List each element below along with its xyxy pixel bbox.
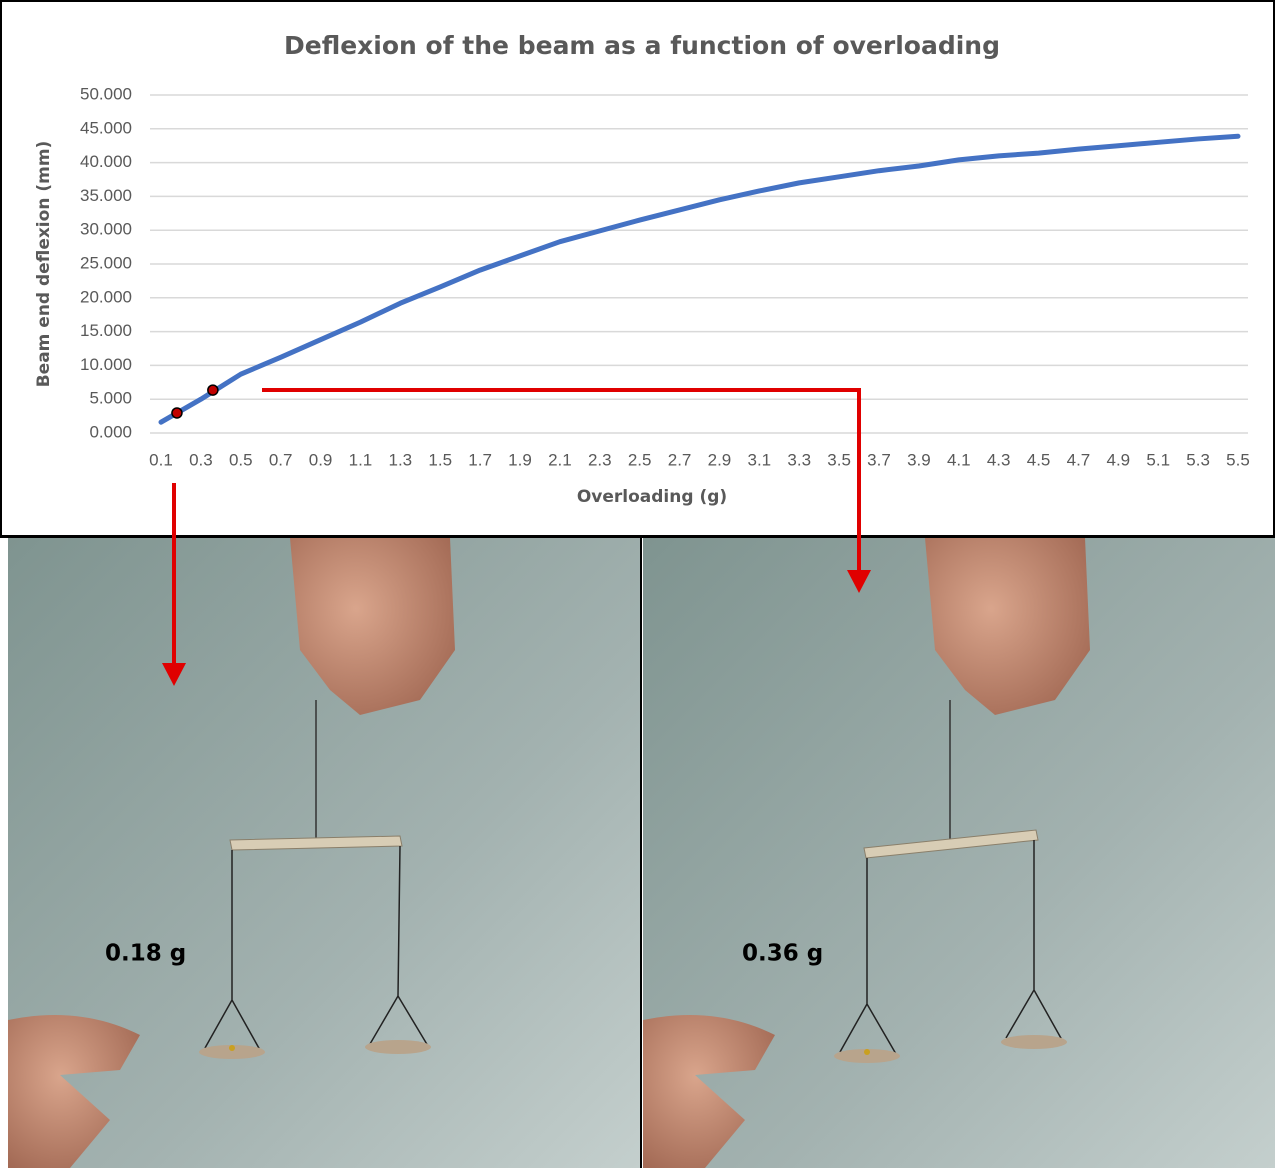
x-tick-label: 1.5 (428, 450, 452, 469)
pan (1001, 1035, 1067, 1049)
x-tick-label: 0.3 (189, 450, 213, 469)
photo-label: 0.36 g (742, 941, 823, 967)
chart-frame (0, 0, 1275, 537)
x-tick-label: 2.9 (708, 450, 732, 469)
x-tick-label: 1.1 (349, 450, 373, 469)
x-tick-label: 3.9 (907, 450, 931, 469)
weight (864, 1049, 870, 1055)
beam (229, 835, 403, 851)
strings (204, 845, 429, 1051)
pan (834, 1049, 900, 1063)
x-tick-label: 1.7 (468, 450, 492, 469)
x-tick-label: 1.9 (508, 450, 532, 469)
y-tick-label: 5.000 (89, 389, 132, 408)
y-tick-label: 50.000 (80, 84, 132, 103)
y-tick-label: 40.000 (80, 152, 132, 171)
strings (839, 840, 1063, 1055)
x-tick-label: 2.5 (628, 450, 652, 469)
chart: Deflexion of the beam as a function of o… (34, 31, 1250, 507)
hand (8, 1015, 140, 1168)
beam (863, 829, 1039, 859)
x-tick-label: 3.5 (827, 450, 851, 469)
photo-panel: 0.18 g (8, 538, 640, 1168)
arrow-head (847, 570, 871, 593)
x-tick-label: 0.9 (309, 450, 333, 469)
x-tick-label: 4.7 (1067, 450, 1091, 469)
photo-label: 0.18 g (105, 941, 186, 967)
x-tick-label: 2.3 (588, 450, 612, 469)
y-axis-label: Beam end deflexion (mm) (34, 141, 54, 388)
y-tick-label: 30.000 (80, 220, 132, 239)
x-tick-label: 4.5 (1027, 450, 1051, 469)
y-tick-label: 0.000 (89, 422, 132, 441)
x-tick-label: 3.1 (748, 450, 772, 469)
pan (365, 1040, 431, 1054)
x-tick-label: 4.3 (987, 450, 1011, 469)
x-tick-label: 2.1 (548, 450, 572, 469)
hand (643, 1015, 775, 1168)
arrows (162, 388, 871, 686)
y-tick-label: 15.000 (80, 321, 132, 340)
arrow (262, 388, 861, 572)
x-tick-label: 2.7 (668, 450, 692, 469)
arrow-head (162, 663, 186, 686)
hand (925, 538, 1090, 715)
pan (199, 1045, 265, 1059)
marker (171, 407, 183, 419)
photo-panel: 0.36 g (643, 538, 1275, 1168)
x-tick-label: 5.1 (1146, 450, 1170, 469)
x-tick-label: 4.1 (947, 450, 971, 469)
y-tick-label: 10.000 (80, 355, 132, 374)
x-tick-label: 4.9 (1107, 450, 1131, 469)
x-tick-label: 5.5 (1226, 450, 1250, 469)
weight (229, 1045, 235, 1051)
y-tick-label: 35.000 (80, 186, 132, 205)
x-tick-label: 1.3 (389, 450, 413, 469)
x-tick-label: 5.3 (1186, 450, 1210, 469)
y-tick-label: 45.000 (80, 118, 132, 137)
y-tick-label: 25.000 (80, 253, 132, 272)
marker (207, 384, 219, 396)
x-tick-label: 0.5 (229, 450, 253, 469)
x-tick-label: 0.1 (149, 450, 173, 469)
hand (290, 538, 455, 715)
data-line (158, 133, 1241, 425)
x-tick-label: 3.7 (867, 450, 891, 469)
x-axis-label: Overloading (g) (577, 487, 727, 507)
x-tick-label: 3.3 (787, 450, 811, 469)
y-tick-label: 20.000 (80, 287, 132, 306)
chart-title: Deflexion of the beam as a function of o… (284, 31, 1000, 60)
x-tick-label: 0.7 (269, 450, 293, 469)
